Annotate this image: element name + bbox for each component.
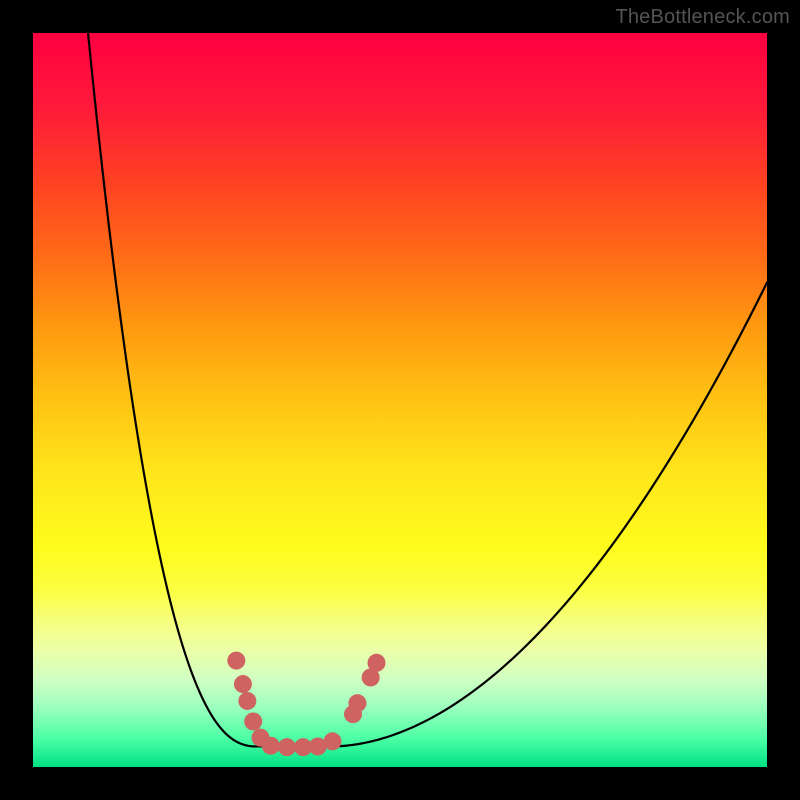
- marker-dot: [368, 654, 386, 672]
- marker-dot: [323, 732, 341, 750]
- plot-area: [33, 33, 767, 767]
- marker-dot: [238, 692, 256, 710]
- chart-container: { "watermark": { "text": "TheBottleneck.…: [0, 0, 800, 800]
- bottleneck-chart-svg: [0, 0, 800, 800]
- marker-dot: [234, 675, 252, 693]
- marker-dot: [262, 737, 280, 755]
- marker-dot: [227, 652, 245, 670]
- watermark-text: TheBottleneck.com: [615, 6, 790, 29]
- marker-dot: [348, 694, 366, 712]
- marker-dot: [244, 712, 262, 730]
- marker-dot: [278, 738, 296, 756]
